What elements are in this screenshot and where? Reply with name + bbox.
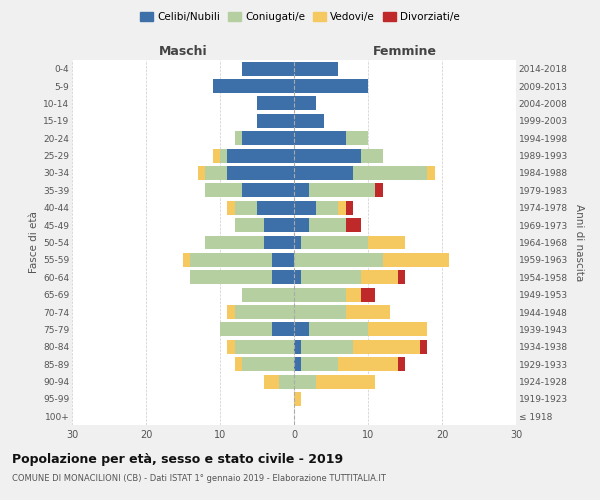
Text: Maschi: Maschi [158,46,208,59]
Bar [294,184,309,198]
Bar [242,184,294,198]
Bar [265,374,279,388]
Bar [294,114,323,128]
Text: Femmine: Femmine [373,46,437,59]
Bar [227,166,294,180]
Bar [220,322,272,336]
Bar [257,96,294,110]
Bar [398,357,405,371]
Bar [338,201,346,214]
Bar [279,374,294,388]
Bar [309,184,376,198]
Bar [294,236,301,250]
Bar [301,340,353,353]
Bar [235,132,242,145]
Bar [235,218,265,232]
Bar [294,288,346,302]
Y-axis label: Anni di nascita: Anni di nascita [574,204,584,281]
Bar [257,201,294,214]
Bar [346,218,361,232]
Bar [294,79,368,93]
Bar [346,288,361,302]
Bar [346,201,353,214]
Bar [398,270,405,284]
Bar [235,357,242,371]
Bar [227,201,235,214]
Bar [383,253,449,267]
Bar [227,305,235,319]
Bar [294,132,346,145]
Bar [205,166,227,180]
Bar [235,305,294,319]
Bar [205,184,242,198]
Bar [294,201,316,214]
Bar [205,236,265,250]
Bar [265,218,294,232]
Bar [294,148,361,162]
Bar [294,322,309,336]
Bar [309,218,346,232]
Bar [420,340,427,353]
Bar [257,114,294,128]
Bar [294,340,301,353]
Bar [294,166,353,180]
Bar [294,374,316,388]
Bar [294,305,346,319]
Bar [242,132,294,145]
Bar [272,270,294,284]
Bar [361,270,398,284]
Bar [242,288,294,302]
Bar [294,253,383,267]
Text: Popolazione per età, sesso e stato civile - 2019: Popolazione per età, sesso e stato civil… [12,452,343,466]
Bar [353,340,420,353]
Bar [376,184,383,198]
Bar [235,201,257,214]
Bar [294,218,309,232]
Bar [198,166,205,180]
Bar [227,148,294,162]
Bar [316,374,376,388]
Bar [212,148,220,162]
Bar [220,148,227,162]
Bar [272,322,294,336]
Bar [235,340,294,353]
Bar [265,236,294,250]
Bar [183,253,190,267]
Bar [353,166,427,180]
Bar [309,322,368,336]
Text: COMUNE DI MONACILIONI (CB) - Dati ISTAT 1° gennaio 2019 - Elaborazione TUTTITALI: COMUNE DI MONACILIONI (CB) - Dati ISTAT … [12,474,386,483]
Bar [294,270,301,284]
Bar [190,253,272,267]
Bar [346,305,390,319]
Bar [301,357,338,371]
Bar [368,236,405,250]
Bar [316,201,338,214]
Bar [361,148,383,162]
Bar [212,79,294,93]
Bar [242,357,294,371]
Bar [361,288,376,302]
Bar [301,236,368,250]
Bar [294,392,301,406]
Bar [227,340,235,353]
Bar [338,357,398,371]
Bar [368,322,427,336]
Bar [242,62,294,76]
Bar [272,253,294,267]
Bar [346,132,368,145]
Bar [294,96,316,110]
Bar [294,357,301,371]
Legend: Celibi/Nubili, Coniugati/e, Vedovi/e, Divorziati/e: Celibi/Nubili, Coniugati/e, Vedovi/e, Di… [136,8,464,26]
Bar [427,166,434,180]
Bar [190,270,272,284]
Bar [294,62,338,76]
Bar [301,270,361,284]
Y-axis label: Fasce di età: Fasce di età [29,212,39,274]
